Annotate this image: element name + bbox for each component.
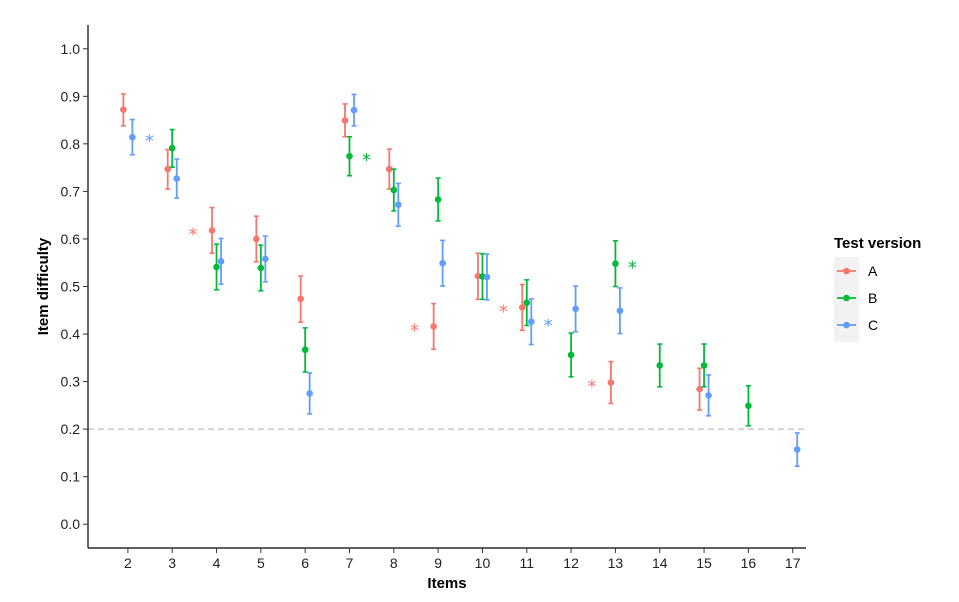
data-point (616, 307, 624, 315)
x-tick-label: 5 (257, 555, 265, 571)
data-point (262, 255, 269, 263)
data-point (395, 201, 402, 209)
x-tick-label: 10 (475, 555, 491, 571)
data-point (705, 392, 712, 399)
legend-title: Test version (834, 235, 921, 252)
data-point (572, 305, 579, 313)
data-point (129, 133, 136, 141)
data-point (612, 260, 619, 267)
y-tick-label: 0.3 (61, 374, 81, 390)
y-tick-label: 0.8 (61, 136, 81, 152)
data-point (386, 165, 393, 173)
data-point (168, 144, 176, 152)
data-point (607, 379, 615, 386)
data-point (567, 351, 575, 359)
legend-label: B (868, 290, 877, 306)
data-point (120, 106, 127, 113)
data-point (483, 273, 491, 281)
data-point (523, 299, 531, 306)
y-tick-label: 0.5 (61, 279, 81, 295)
data-point (297, 295, 304, 303)
legend-key-point (843, 267, 850, 275)
data-point (257, 264, 265, 272)
y-tick-label: 0.7 (61, 183, 81, 199)
legend: Test version ABC (834, 235, 921, 342)
data-point (527, 318, 535, 325)
y-tick-label: 0.4 (61, 326, 81, 342)
legend-label: C (868, 317, 878, 333)
x-axis-title: Items (427, 575, 466, 592)
data-point (434, 196, 442, 203)
legend-key-point (843, 321, 850, 329)
data-point (390, 186, 398, 194)
x-tick-label: 17 (785, 555, 801, 571)
data-point (253, 235, 260, 243)
legend-label: A (868, 263, 878, 279)
significance-star: * (145, 131, 154, 152)
significance-star: * (362, 150, 371, 171)
x-tick-label: 15 (696, 555, 712, 571)
y-tick-label: 0.2 (61, 421, 81, 437)
x-tick-label: 8 (390, 555, 398, 571)
data-marks: ******** (120, 93, 801, 468)
x-tick-label: 6 (301, 555, 309, 571)
x-tick-label: 14 (652, 555, 668, 571)
x-tick-label: 13 (608, 555, 624, 571)
y-axis-title: Item difficulty (35, 237, 52, 335)
data-point (217, 258, 225, 265)
y-tick-label: 0.9 (61, 88, 81, 104)
x-tick-label: 4 (213, 555, 221, 571)
data-point (164, 165, 172, 173)
significance-star: * (189, 224, 198, 245)
series-C: ** (129, 93, 801, 468)
y-tick-label: 0.1 (61, 469, 81, 485)
x-tick-label: 12 (563, 555, 579, 571)
data-point (439, 259, 446, 267)
x-ticks: 2 3 4 5 6 7 8 9 10 11 12 13 14 15 16 17 (124, 548, 801, 571)
y-tick-label: 0.0 (61, 516, 81, 532)
data-point (430, 323, 437, 330)
data-point (745, 402, 752, 410)
significance-star: * (628, 258, 637, 279)
x-tick-label: 9 (434, 555, 442, 571)
data-point (301, 346, 309, 354)
x-tick-label: 16 (741, 555, 757, 571)
significance-star: * (410, 320, 419, 341)
y-ticks: 0.0 0.1 0.2 0.3 0.4 0.5 0.6 0.7 0.8 0.9 1.0 (61, 41, 88, 532)
axes (87, 25, 806, 549)
significance-star: * (587, 377, 596, 398)
x-tick-label: 7 (346, 555, 354, 571)
data-point (341, 117, 349, 124)
y-tick-label: 0.6 (61, 231, 81, 247)
data-point (518, 304, 526, 311)
data-point (350, 106, 358, 114)
data-point (793, 446, 801, 453)
data-point (213, 263, 220, 271)
x-tick-label: 11 (520, 555, 535, 571)
significance-star: * (499, 301, 508, 322)
data-point (173, 175, 181, 182)
data-point (306, 390, 313, 397)
x-tick-label: 3 (168, 555, 176, 571)
data-point (656, 362, 664, 369)
data-point (346, 152, 353, 160)
series-B: ** (168, 128, 752, 427)
x-tick-label: 2 (124, 555, 132, 571)
data-point (700, 362, 708, 369)
data-point (208, 227, 216, 234)
legend-key-point (843, 294, 850, 302)
y-tick-label: 1.0 (61, 41, 81, 57)
significance-star: * (544, 316, 553, 337)
data-point (696, 385, 703, 393)
